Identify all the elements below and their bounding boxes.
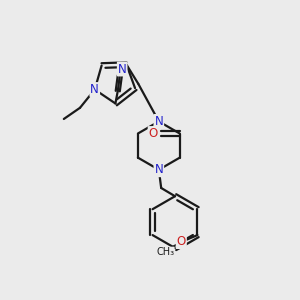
Text: CH₃: CH₃	[156, 247, 174, 257]
Text: O: O	[177, 235, 186, 248]
Text: N: N	[118, 62, 127, 76]
Text: N: N	[90, 83, 99, 96]
Text: N: N	[154, 115, 163, 128]
Text: O: O	[148, 127, 158, 140]
Text: N: N	[154, 163, 163, 176]
